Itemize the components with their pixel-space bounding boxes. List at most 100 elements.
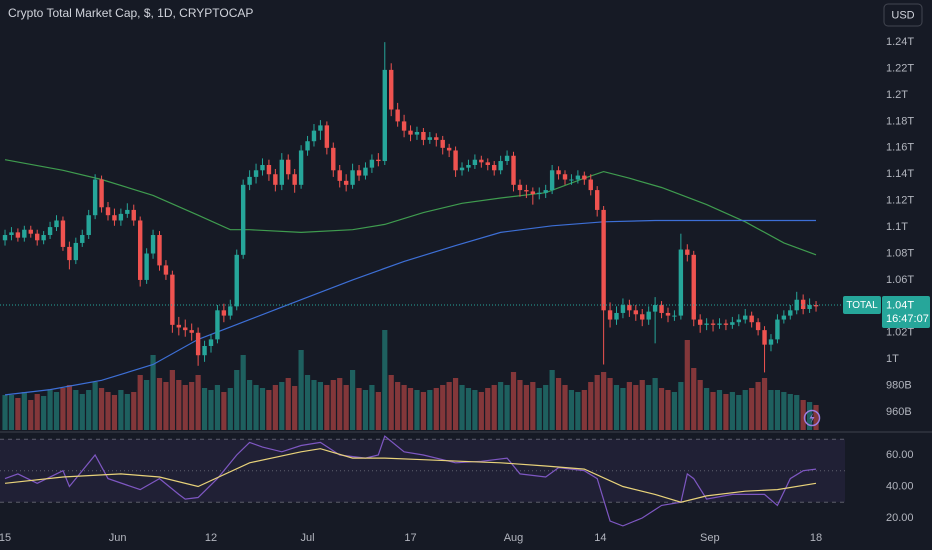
candle-body xyxy=(652,305,658,312)
candle-body xyxy=(511,155,516,185)
volume-bar xyxy=(794,395,800,430)
rsi-tick-label: 60.00 xyxy=(886,449,914,461)
candle-body xyxy=(131,209,136,221)
candle-body xyxy=(208,339,214,346)
candle-body xyxy=(350,170,355,185)
x-tick-label: Jul xyxy=(301,532,315,544)
candle-body xyxy=(60,220,66,247)
candle-body xyxy=(382,69,387,162)
volume-bar xyxy=(774,390,781,430)
candle-body xyxy=(163,265,169,275)
volume-layer xyxy=(2,330,819,430)
candle-body xyxy=(704,323,709,325)
last-price-name-bg xyxy=(843,296,881,315)
volume-bar xyxy=(304,375,311,430)
line xyxy=(4,159,817,256)
candle-body xyxy=(588,179,593,191)
volume-bar xyxy=(79,394,85,430)
volume-bar xyxy=(272,385,278,430)
candle-body xyxy=(247,176,252,185)
volume-bar xyxy=(742,390,748,430)
volume-bar xyxy=(478,392,484,430)
candle-body xyxy=(99,179,104,208)
rsi-band-fill xyxy=(0,439,845,503)
volume-bar xyxy=(601,372,607,430)
volume-bar xyxy=(620,388,626,430)
price-tag: TOTAL 1.04T 16:47:07 xyxy=(0,296,930,329)
volume-bar xyxy=(73,390,79,430)
alert-icon[interactable] xyxy=(803,409,821,427)
candle-body xyxy=(762,330,767,345)
volume-bar xyxy=(813,405,819,430)
volume-bar xyxy=(472,390,478,430)
volume-bar xyxy=(337,378,343,430)
candle-body xyxy=(749,315,754,323)
candle-body xyxy=(800,299,806,309)
y-tick-label: 1.22T xyxy=(886,62,914,74)
candle-body xyxy=(67,246,72,261)
candle-body xyxy=(794,299,799,311)
x-tick-label: Jun xyxy=(109,532,127,544)
volume-bar xyxy=(362,390,369,430)
volume-bar xyxy=(369,385,375,430)
volume-bar xyxy=(247,380,253,430)
volume-bar xyxy=(806,402,813,430)
y-tick-label: 1.14T xyxy=(886,168,914,180)
candle-body xyxy=(781,315,787,320)
currency-button[interactable] xyxy=(883,3,923,27)
candle-body xyxy=(697,319,703,325)
candle-body xyxy=(549,170,555,191)
volume-bar xyxy=(201,388,208,430)
volume-bar xyxy=(510,372,517,430)
candle-body xyxy=(640,314,645,320)
candle-body xyxy=(685,249,690,255)
volume-bar xyxy=(407,388,414,430)
candle-body xyxy=(453,150,458,171)
volume-bar xyxy=(465,388,472,430)
candle-body xyxy=(614,312,619,320)
volume-bar xyxy=(498,382,504,430)
candle-body xyxy=(286,159,291,175)
volume-bar xyxy=(607,378,613,430)
candle-body xyxy=(41,235,46,241)
volume-bar xyxy=(452,378,459,430)
volume-bar xyxy=(729,392,735,430)
y-tick-label: 980B xyxy=(886,380,912,392)
candle-body xyxy=(279,159,284,185)
candle-body xyxy=(395,109,400,122)
y-tick-label: 1T xyxy=(886,353,899,365)
candle-body xyxy=(556,170,561,175)
candle-body xyxy=(266,164,272,175)
volume-bar xyxy=(349,370,356,430)
candle-body xyxy=(401,121,407,131)
volume-bar xyxy=(401,385,407,430)
candle-body xyxy=(215,310,220,340)
candle-body xyxy=(788,310,793,316)
candle-body xyxy=(189,330,194,333)
volume-bar xyxy=(253,385,259,430)
candle-body xyxy=(202,345,207,356)
volume-bar xyxy=(761,378,768,430)
candle-body xyxy=(195,332,201,356)
candle-body xyxy=(305,141,310,151)
volume-bar xyxy=(723,394,729,430)
candle-body xyxy=(228,306,233,316)
candle-body xyxy=(594,190,600,210)
volume-bar xyxy=(710,392,716,430)
volume-bar xyxy=(111,395,118,430)
volume-bar xyxy=(639,380,645,430)
volume-bar xyxy=(137,375,143,430)
volume-bar xyxy=(658,388,665,430)
y-tick-label: 1.2T xyxy=(886,89,908,101)
volume-bar xyxy=(285,378,291,430)
rsi-tick-label: 20.00 xyxy=(886,512,914,524)
volume-bar xyxy=(665,390,671,430)
candle-body xyxy=(9,232,14,236)
candle-body xyxy=(356,170,362,176)
candle-body xyxy=(530,191,536,195)
candle-body xyxy=(543,190,548,193)
currency-label[interactable]: USD xyxy=(891,9,914,21)
candle-body xyxy=(28,229,33,234)
candle-body xyxy=(92,179,98,216)
